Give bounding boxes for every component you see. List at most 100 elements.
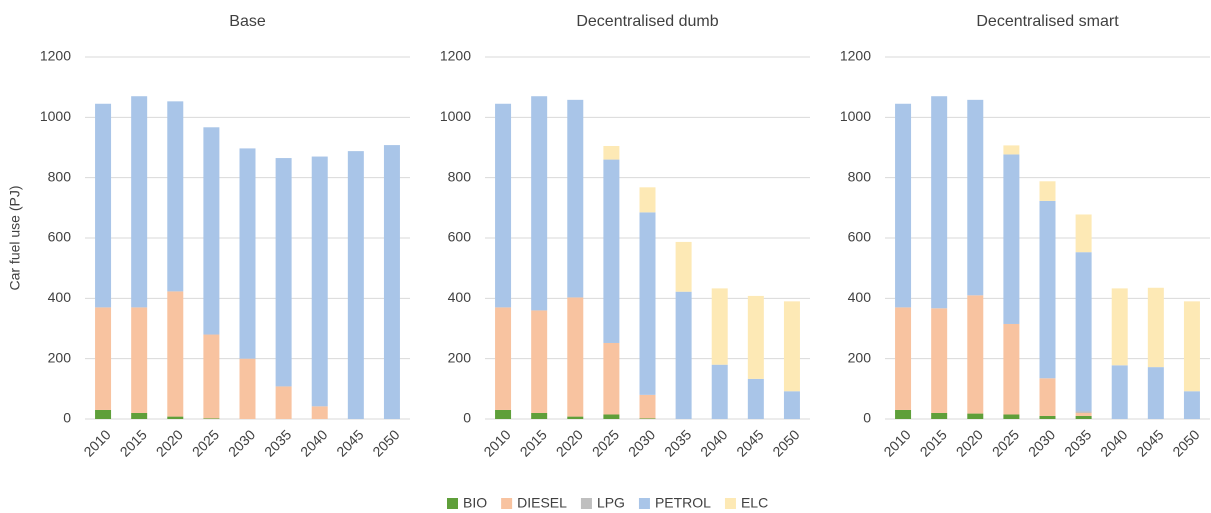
bar-segment: [311, 156, 328, 407]
legend-label: BIO: [463, 495, 487, 511]
bar-segment: [239, 148, 256, 359]
bar-segment: [1111, 288, 1128, 366]
bar-segment: [1183, 301, 1200, 392]
y-tick-label: 600: [848, 229, 872, 245]
y-tick-label: 800: [448, 168, 472, 184]
bar-segment: [95, 307, 112, 410]
legend-swatch: [580, 498, 592, 509]
bar-segment: [1075, 412, 1092, 416]
bar-segment: [931, 412, 948, 419]
bar-segment: [639, 212, 656, 395]
bar-segment: [1039, 200, 1056, 379]
y-tick-label: 1000: [440, 108, 471, 124]
y-tick-label: 600: [448, 229, 472, 245]
bar-segment: [747, 378, 764, 419]
bar-segment: [531, 412, 548, 419]
bar-segment: [495, 409, 512, 419]
bar-segment: [347, 151, 364, 419]
legend-swatch: [501, 498, 513, 509]
legend-swatch: [638, 498, 650, 509]
bar-segment: [131, 96, 148, 308]
bar-segment: [1039, 181, 1056, 201]
y-tick-label: 600: [48, 229, 72, 245]
bar-segment: [675, 241, 692, 292]
bar-segment: [1039, 415, 1056, 419]
bar-segment: [603, 145, 620, 160]
bar-segment: [895, 409, 912, 419]
bar-segment: [275, 158, 292, 387]
bar-segment: [931, 96, 948, 309]
legend-swatch: [724, 498, 736, 509]
bar-segment: [567, 297, 584, 417]
bar-segment: [1147, 367, 1164, 419]
bar-segment: [1075, 415, 1092, 419]
bar-segment: [895, 103, 912, 308]
bar-segment: [203, 127, 220, 335]
bar-segment: [895, 307, 912, 410]
bar-segment: [967, 99, 984, 296]
y-tick-label: 400: [48, 289, 72, 305]
y-tick-label: 1200: [840, 48, 871, 64]
legend-label: LPG: [597, 495, 625, 511]
bar-segment: [603, 342, 620, 415]
bar-segment: [167, 416, 184, 419]
bar-segment: [203, 334, 220, 419]
bar-segment: [531, 96, 548, 311]
bar-segment: [131, 412, 148, 419]
y-tick-label: 1200: [40, 48, 71, 64]
bar-segment: [783, 391, 800, 419]
legend-label: ELC: [741, 495, 768, 511]
bar-segment: [783, 301, 800, 392]
bar-segment: [1183, 391, 1200, 419]
bar-segment: [1039, 378, 1056, 416]
bar-segment: [711, 364, 728, 419]
bar-segment: [931, 308, 948, 413]
y-tick-label: 400: [448, 289, 472, 305]
y-tick-label: 200: [848, 349, 872, 365]
y-tick-label: 1200: [440, 48, 471, 64]
bar-segment: [967, 413, 984, 419]
bar-segment: [747, 295, 764, 379]
bar-segment: [1111, 365, 1128, 419]
bar-segment: [1075, 411, 1092, 413]
bar-segment: [275, 386, 292, 419]
legend-label: DIESEL: [517, 495, 567, 511]
bar-segment: [1147, 287, 1164, 368]
bar-segment: [639, 418, 656, 419]
bar-segment: [1003, 154, 1020, 324]
bar-segment: [203, 418, 220, 419]
bar-segment: [967, 295, 984, 414]
bar-segment: [1003, 323, 1020, 415]
y-tick-label: 200: [48, 349, 72, 365]
chart-title: Base: [229, 13, 266, 30]
bar-segment: [531, 310, 548, 413]
bar-segment: [383, 145, 400, 419]
bar-segment: [311, 406, 328, 419]
chart-title: Decentralised dumb: [576, 13, 718, 30]
bar-segment: [567, 416, 584, 419]
y-tick-label: 800: [848, 168, 872, 184]
y-tick-label: 1000: [840, 108, 871, 124]
y-tick-label: 0: [463, 410, 471, 426]
y-tick-label: 1000: [40, 108, 71, 124]
y-axis-label: Car fuel use (PJ): [7, 185, 23, 290]
bar-segment: [603, 414, 620, 419]
y-tick-label: 400: [848, 289, 872, 305]
legend-label: PETROL: [655, 495, 711, 511]
legend-swatch: [447, 498, 458, 509]
bar-segment: [1075, 214, 1092, 253]
bar-segment: [711, 288, 728, 365]
bar-segment: [167, 291, 184, 417]
y-tick-label: 0: [863, 410, 871, 426]
bar-segment: [675, 291, 692, 419]
bar-segment: [1003, 145, 1020, 155]
y-tick-label: 200: [448, 349, 472, 365]
bar-segment: [239, 358, 256, 419]
chart-title: Decentralised smart: [976, 13, 1119, 30]
y-tick-label: 0: [63, 410, 71, 426]
bar-segment: [167, 101, 184, 292]
bar-segment: [603, 159, 620, 343]
bar-segment: [567, 99, 584, 298]
bar-segment: [639, 394, 656, 419]
